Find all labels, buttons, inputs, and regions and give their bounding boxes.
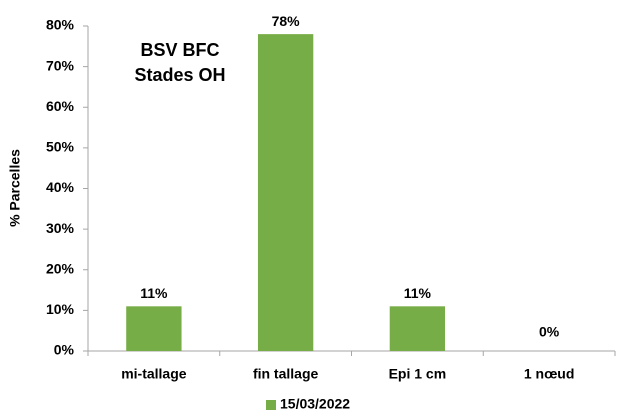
y-tick-label: 20%	[46, 260, 75, 276]
y-tick-label: 30%	[46, 220, 75, 236]
y-tick-label: 70%	[46, 57, 75, 73]
y-tick-label: 50%	[46, 139, 75, 155]
x-tick-label: fin tallage	[253, 366, 319, 382]
y-axis-label: % Parcelles	[7, 149, 23, 227]
value-label: 0%	[539, 324, 560, 340]
y-tick-label: 0%	[54, 342, 75, 358]
x-tick-label: Epi 1 cm	[389, 366, 447, 382]
bar	[126, 306, 182, 351]
y-tick-label: 80%	[46, 17, 75, 33]
x-tick-label: mi-tallage	[121, 366, 187, 382]
legend-label: 15/03/2022	[280, 396, 350, 412]
legend-swatch	[266, 400, 276, 410]
x-tick-label: 1 nœud	[524, 366, 575, 382]
y-tick-label: 60%	[46, 98, 75, 114]
y-tick-label: 10%	[46, 301, 75, 317]
annotation-line: BSV BFC	[140, 40, 219, 60]
value-label: 11%	[404, 285, 432, 301]
bar	[389, 306, 446, 351]
y-tick-label: 40%	[46, 179, 75, 195]
value-label: 11%	[140, 285, 168, 301]
value-label: 78%	[272, 13, 301, 29]
annotation-line: Stades OH	[134, 65, 225, 85]
bar	[257, 34, 314, 351]
